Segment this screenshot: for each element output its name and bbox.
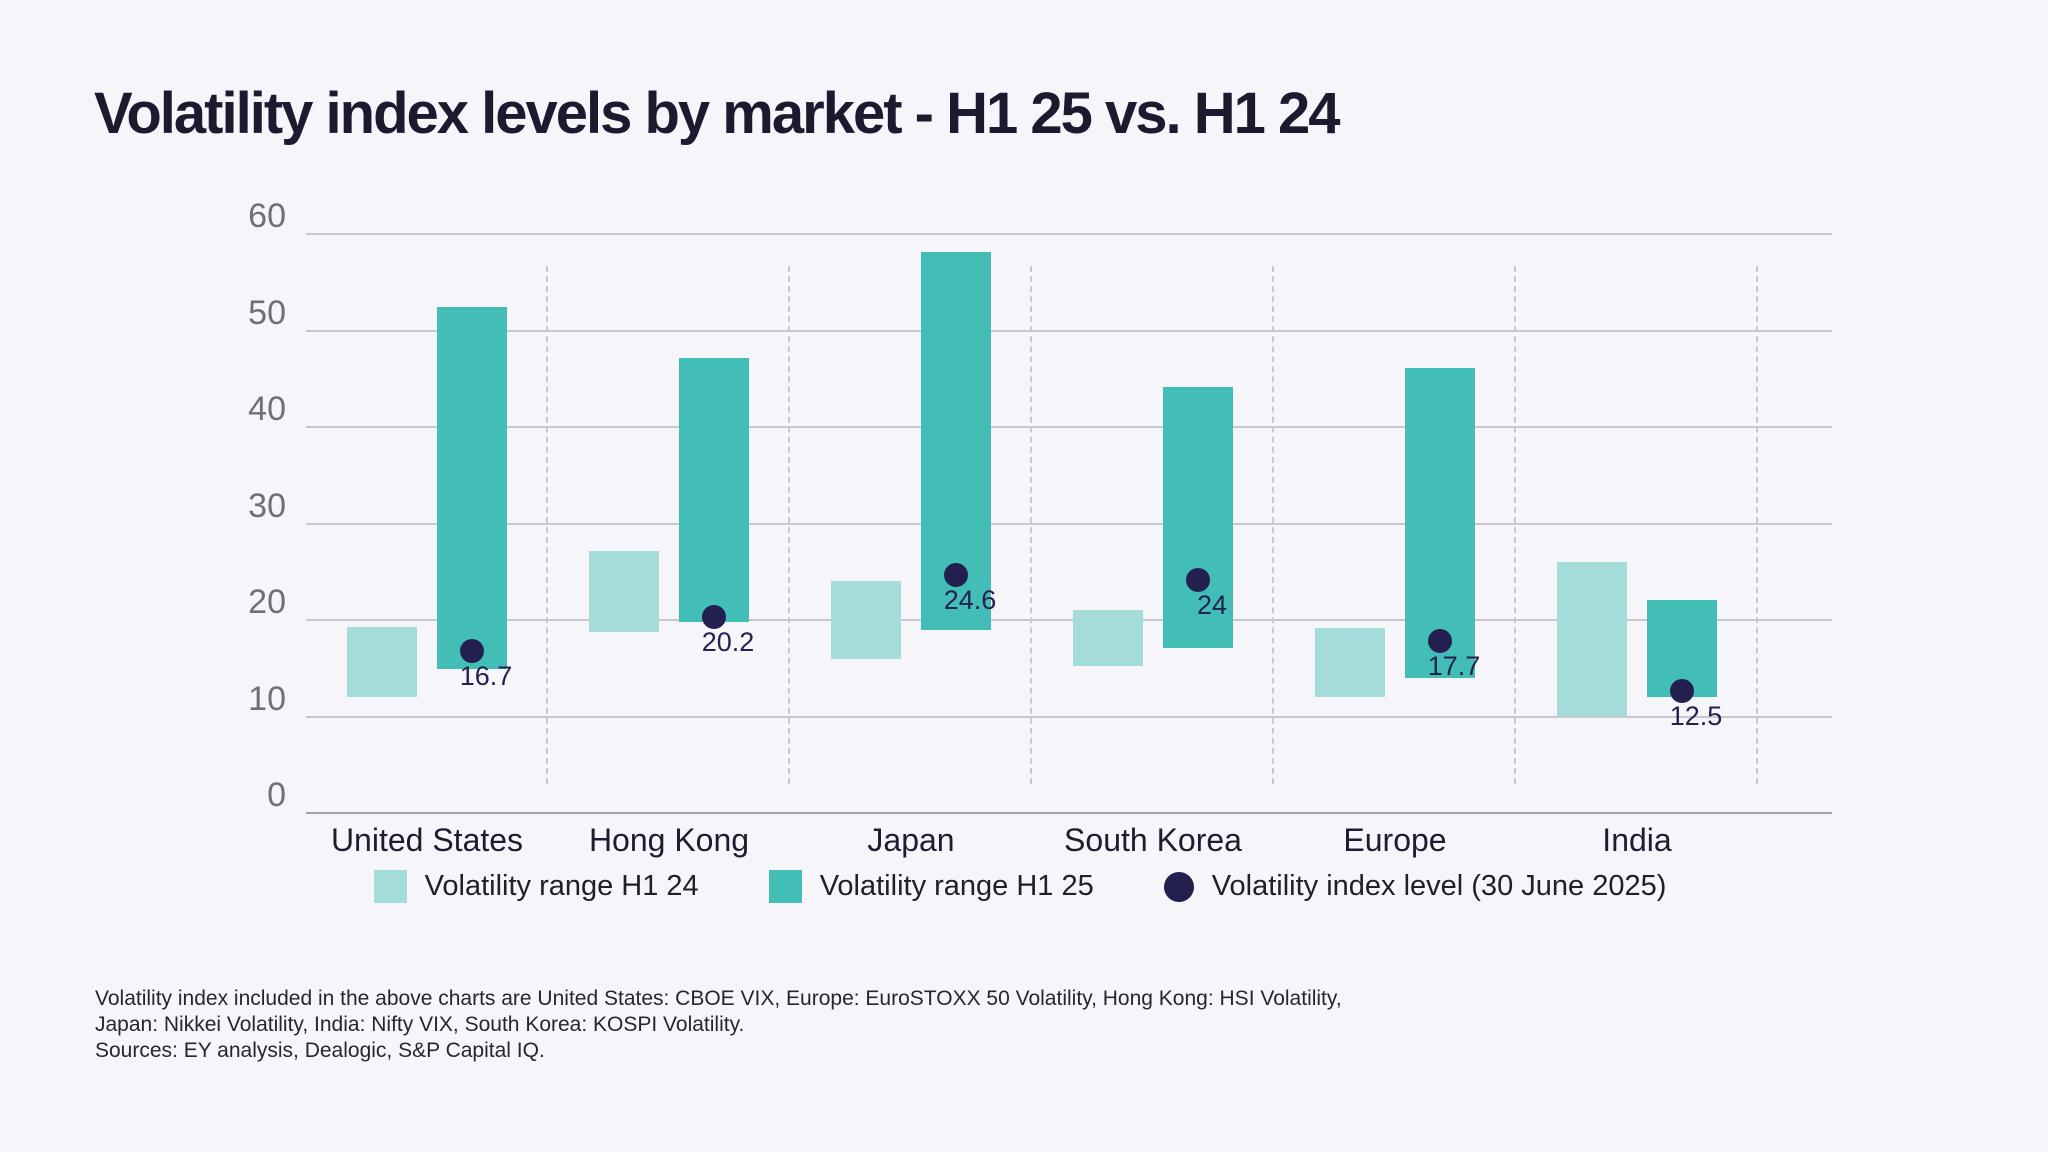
x-axis-label-india: India <box>1602 822 1672 858</box>
column-europe: 17.7 <box>1274 233 1516 812</box>
index-level-value-europe: 17.7 <box>1427 651 1481 682</box>
gridline-60 <box>306 233 1832 235</box>
chart-plot-area: 0 10 20 30 40 50 60 16.7 20.2 24.6 24 17.7 12.5 <box>248 199 1832 814</box>
index-level-value-south-korea: 24 <box>1196 590 1228 621</box>
column-south-korea: 24 <box>1032 233 1274 812</box>
column-separator-5 <box>1514 266 1516 784</box>
index-level-dot-south-korea <box>1186 568 1210 593</box>
y-tick-label-30: 30 <box>248 486 286 525</box>
y-tick-label-10: 10 <box>248 679 286 718</box>
y-tick-label-50: 50 <box>248 293 286 332</box>
column-india: 12.5 <box>1516 233 1758 812</box>
column-separator-4 <box>1272 266 1274 784</box>
gridline-10 <box>306 715 1832 718</box>
x-axis-label-europe: Europe <box>1343 822 1447 858</box>
index-level-dot-japan <box>944 562 968 587</box>
index-level-dot-india <box>1670 679 1694 704</box>
index-level-value-united-states: 16.7 <box>459 660 513 691</box>
footnotes: Volatility index included in the above c… <box>95 986 1342 1064</box>
column-separator-1 <box>546 266 548 784</box>
column-separator-6 <box>1756 266 1758 784</box>
gridline-50 <box>306 329 1832 332</box>
range-bar-h1-24-hong-kong <box>589 550 659 632</box>
range-bar-h1-24-japan <box>831 581 901 659</box>
columns: 16.7 20.2 24.6 24 17.7 12.5 <box>306 233 1758 812</box>
range-bar-h1-25-hong-kong <box>679 358 749 622</box>
x-axis-labels: United States Hong Kong Japan South Korea Eu… <box>306 822 1758 859</box>
range-bar-h1-24-south-korea <box>1073 610 1143 667</box>
footnote-line: Sources: EY analysis, Dealogic, S&P Capi… <box>95 1039 545 1062</box>
legend-item-h1-24: Volatility range H1 24 <box>373 870 699 903</box>
y-tick-label-20: 20 <box>248 583 286 621</box>
legend-swatch-icon <box>768 870 802 903</box>
range-bar-h1-24-europe <box>1315 627 1385 698</box>
column-japan: 24.6 <box>790 233 1032 812</box>
legend-dot-icon <box>1163 871 1194 902</box>
legend-item-h1-25: Volatility range H1 25 <box>768 870 1094 903</box>
footnote-line: Volatility index included in the above c… <box>95 987 1342 1010</box>
index-level-dot-europe <box>1428 629 1452 654</box>
range-bar-h1-25-south-korea <box>1163 387 1233 648</box>
range-bar-h1-24-united-states <box>347 626 417 698</box>
index-level-value-hong-kong: 20.2 <box>701 627 755 658</box>
column-hong-kong: 20.2 <box>548 233 790 812</box>
gridline-40 <box>306 426 1832 429</box>
gridline-20 <box>306 619 1832 622</box>
page-title: Volatility index levels by market - H1 2… <box>94 81 1340 146</box>
chart-legend: Volatility range H1 24 Volatility range H… <box>250 870 1790 903</box>
gridline-0 <box>306 812 1832 814</box>
legend-swatch-icon <box>373 870 407 903</box>
footnote-line: Japan: Nikkei Volatility, India: Nifty V… <box>95 1013 745 1036</box>
range-bar-h1-24-india <box>1557 562 1627 717</box>
legend-label: Volatility range H1 25 <box>819 870 1094 902</box>
index-level-dot-united-states <box>460 638 484 663</box>
x-axis-label-united-states: United States <box>330 822 524 858</box>
legend-item-index-level: Volatility index level (30 June 2025) <box>1163 870 1667 903</box>
index-level-value-india: 12.5 <box>1669 701 1723 732</box>
y-tick-label-0: 0 <box>267 776 286 814</box>
legend-label: Volatility index level (30 June 2025) <box>1211 870 1667 902</box>
range-bar-h1-25-europe <box>1405 368 1475 678</box>
legend-label: Volatility range H1 24 <box>424 870 699 902</box>
y-tick-label-60: 60 <box>248 197 286 235</box>
gridline-30 <box>306 522 1832 525</box>
column-separator-3 <box>1030 266 1032 784</box>
range-bar-h1-25-united-states <box>437 307 507 670</box>
index-level-dot-hong-kong <box>702 605 726 630</box>
x-axis-label-hong-kong: Hong Kong <box>588 822 750 858</box>
y-tick-label-40: 40 <box>248 390 286 428</box>
x-axis-label-south-korea: South Korea <box>1064 822 1242 858</box>
column-separator-2 <box>788 266 790 784</box>
x-axis-label-japan: Japan <box>867 822 955 858</box>
index-level-value-japan: 24.6 <box>943 584 997 615</box>
column-united-states: 16.7 <box>306 233 548 812</box>
